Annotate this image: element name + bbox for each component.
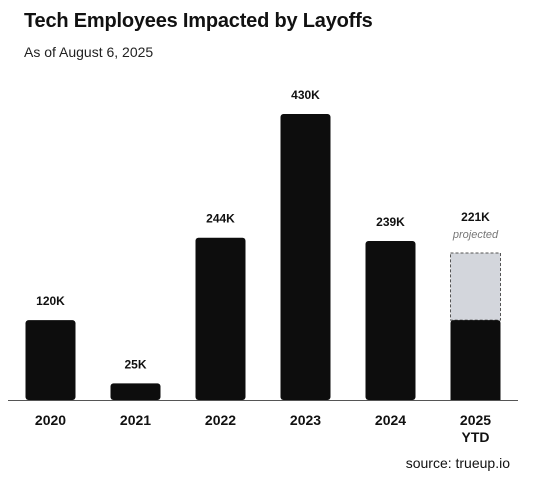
projected-label: projected [452,229,499,241]
data-label: 244K [206,212,235,226]
bar-projected [450,252,501,321]
bar [450,320,501,400]
x-tick-label: 2025 [460,412,491,428]
data-label: 221K [461,210,490,224]
bar [25,320,76,400]
bar [365,241,416,400]
x-tick-label: 2021 [120,412,151,428]
source-note: source: trueup.io [405,455,510,471]
x-tick-label: 2020 [35,412,66,428]
data-label: 430K [291,88,320,102]
x-tick-label: YTD [462,429,490,445]
data-label: 239K [376,215,405,229]
chart-subtitle: As of August 6, 2025 [24,44,154,60]
bar [195,237,246,400]
data-label: 25K [124,357,146,371]
bar [280,114,331,400]
x-tick-label: 2022 [205,412,236,428]
x-tick-label: 2024 [375,412,406,428]
bar [110,383,161,400]
data-label: 120K [36,294,65,308]
x-tick-label: 2023 [290,412,321,428]
chart-title: Tech Employees Impacted by Layoffs [24,10,373,32]
